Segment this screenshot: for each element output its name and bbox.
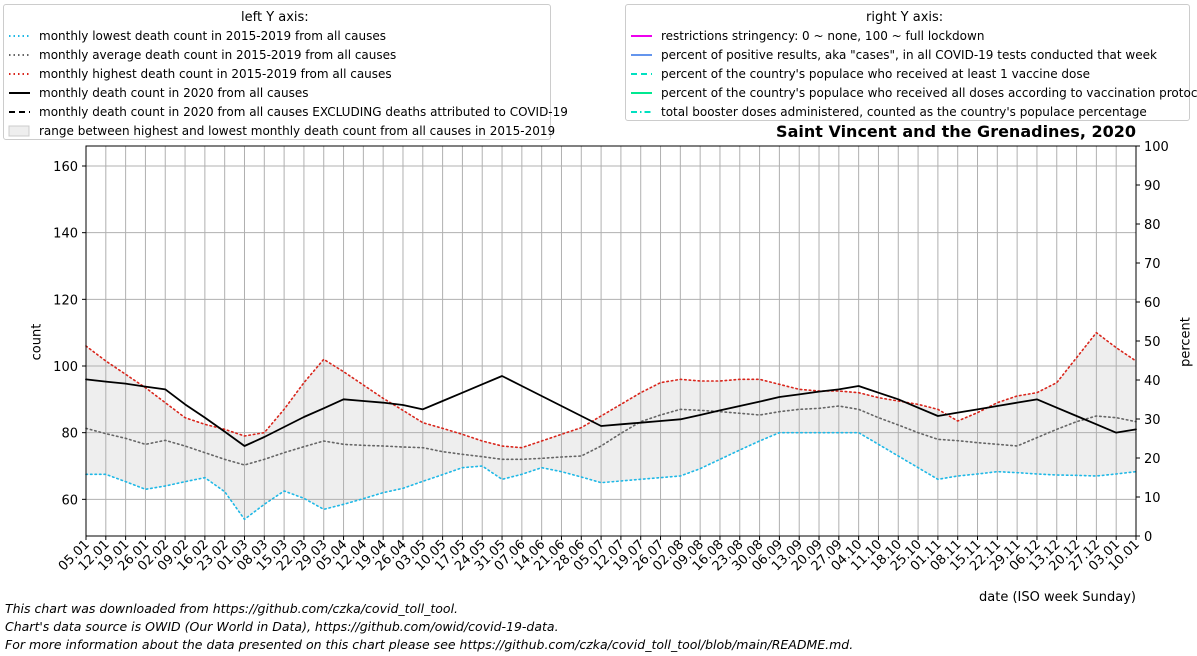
legend-swatch	[9, 54, 30, 56]
deaths-2020-line	[85, 375, 1137, 447]
y-tick-label: 160	[53, 160, 78, 175]
y-right-tick-label: 60	[1144, 296, 1161, 311]
y-tick-label: 60	[61, 493, 78, 508]
average-series-line	[85, 405, 1137, 466]
y-right-tick-label: 80	[1144, 218, 1161, 233]
legend-swatch	[631, 92, 652, 94]
y-tick-label: 100	[53, 360, 78, 375]
y-tick-label: 80	[61, 427, 78, 442]
y-right-tick-label: 30	[1144, 413, 1161, 428]
legend-swatch	[8, 125, 30, 137]
legend-label: restrictions stringency: 0 ~ none, 100 ~…	[661, 29, 985, 43]
y-axis-label-right: percent	[1178, 317, 1194, 367]
plot-frame	[85, 145, 1137, 537]
y-right-tick-label: 50	[1144, 335, 1161, 350]
footer-line: Chart's data source is OWID (Our World i…	[5, 619, 559, 634]
legend-label: total booster doses administered, counte…	[661, 105, 1147, 119]
legend-swatch	[631, 35, 652, 37]
legend-label: monthly lowest death count in 2015-2019 …	[39, 29, 386, 43]
legend-swatch	[631, 54, 652, 56]
y-right-tick-label: 20	[1144, 452, 1161, 467]
legend-swatch	[9, 92, 30, 94]
legend-label: percent of the country's populace who re…	[661, 67, 1090, 81]
legend-label: percent of the country's populace who re…	[661, 86, 1197, 100]
chart-title: Saint Vincent and the Grenadines, 2020	[776, 122, 1136, 141]
footer-line: For more information about the data pres…	[5, 637, 854, 652]
legend-label: range between highest and lowest monthly…	[39, 124, 556, 138]
legend-label: monthly death count in 2020 from all cau…	[39, 105, 568, 119]
y-tick-label: 140	[53, 227, 78, 242]
left-axis-legend: left Y axis: monthly lowest death count …	[3, 4, 568, 140]
legend-swatch	[631, 73, 652, 75]
legend-swatch	[631, 111, 652, 113]
right-axis-legend: right Y axis: restrictions stringency: 0…	[625, 4, 1197, 121]
y-right-tick-label: 10	[1144, 491, 1161, 506]
legend-label: percent of positive results, aka "cases"…	[661, 48, 1157, 62]
lowest-series-line	[85, 431, 1137, 521]
x-axis-label: date (ISO week Sunday)	[979, 590, 1136, 605]
y-right-tick-label: 0	[1144, 530, 1152, 545]
highest-series-line	[85, 331, 1137, 449]
y-right-tick-label: 70	[1144, 257, 1161, 272]
legend-title: left Y axis:	[241, 10, 309, 25]
legend-swatch	[9, 73, 30, 75]
y-right-tick-label: 90	[1144, 179, 1161, 194]
legend-swatch	[9, 35, 30, 37]
y-right-tick-label: 40	[1144, 374, 1161, 389]
legend-label: monthly average death count in 2015-2019…	[39, 48, 397, 62]
legend-label: monthly highest death count in 2015-2019…	[39, 67, 392, 81]
y-right-tick-label: 100	[1144, 140, 1169, 155]
legend-title: right Y axis:	[866, 10, 944, 25]
y-axis-label: count	[29, 323, 45, 361]
y-tick-label: 120	[53, 293, 78, 308]
legend-label: monthly death count in 2020 from all cau…	[39, 86, 309, 100]
legend-swatch	[9, 111, 30, 113]
footer-line: This chart was downloaded from https://g…	[5, 601, 459, 616]
